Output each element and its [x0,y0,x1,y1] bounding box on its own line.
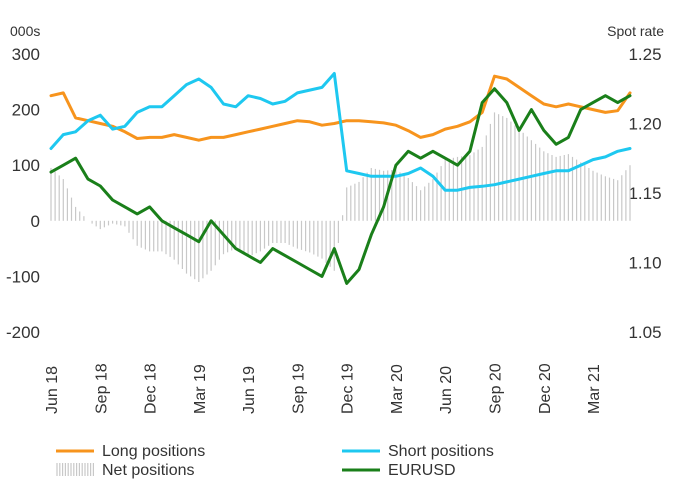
legend-swatch-net [56,463,95,476]
left-tick-label: 200 [12,101,40,120]
legend: Long positions Short positions Net posit… [56,443,494,479]
right-axis-ticks: 1.25 1.20 1.15 1.10 1.05 [628,45,661,342]
right-tick-label: 1.15 [628,184,661,203]
left-axis-unit: 000s [10,23,40,39]
x-tick-label: Mar 20 [389,364,406,414]
x-tick-label: Mar 21 [586,364,603,414]
series-lines [49,72,632,285]
left-tick-label: 100 [12,156,40,175]
x-tick-label: Jun 18 [44,366,61,414]
x-tick-label: Dec 20 [537,363,554,414]
x-tick-label: Jun 20 [438,366,455,414]
eurusd-line [49,87,632,285]
x-tick-label: Dec 18 [143,363,160,414]
right-axis-unit: Spot rate [607,23,664,39]
left-tick-label: -100 [6,267,40,286]
legend-label-short: Short positions [388,443,494,460]
left-tick-label: 300 [12,45,40,64]
legend-item-eurusd: EURUSD [342,462,456,479]
left-axis-ticks: 300 200 100 0 -100 -200 [6,45,40,342]
left-tick-label: -200 [6,323,40,342]
x-tick-label: Sep 20 [488,363,505,414]
right-tick-label: 1.25 [628,45,661,64]
short-positions-line [49,72,632,192]
legend-label-net: Net positions [102,462,195,479]
x-tick-label: Sep 19 [290,363,307,414]
legend-item-short: Short positions [342,443,494,460]
net-positions-bars [50,112,631,282]
right-tick-label: 1.05 [628,323,661,342]
x-tick-label: Mar 19 [192,364,209,414]
left-tick-label: 0 [31,212,40,231]
x-tick-label: Jun 19 [241,366,258,414]
right-tick-label: 1.10 [628,254,661,273]
x-axis-labels: Jun 18 Sep 18 Dec 18 Mar 19 Jun 19 Sep 19 Dec … [44,363,603,414]
legend-item-net: Net positions [56,462,195,479]
legend-label-long: Long positions [102,443,205,460]
x-tick-label: Sep 18 [93,363,110,414]
x-tick-label: Dec 19 [340,363,357,414]
right-tick-label: 1.20 [628,115,661,134]
legend-item-long: Long positions [56,443,205,460]
legend-label-eurusd: EURUSD [388,462,456,479]
